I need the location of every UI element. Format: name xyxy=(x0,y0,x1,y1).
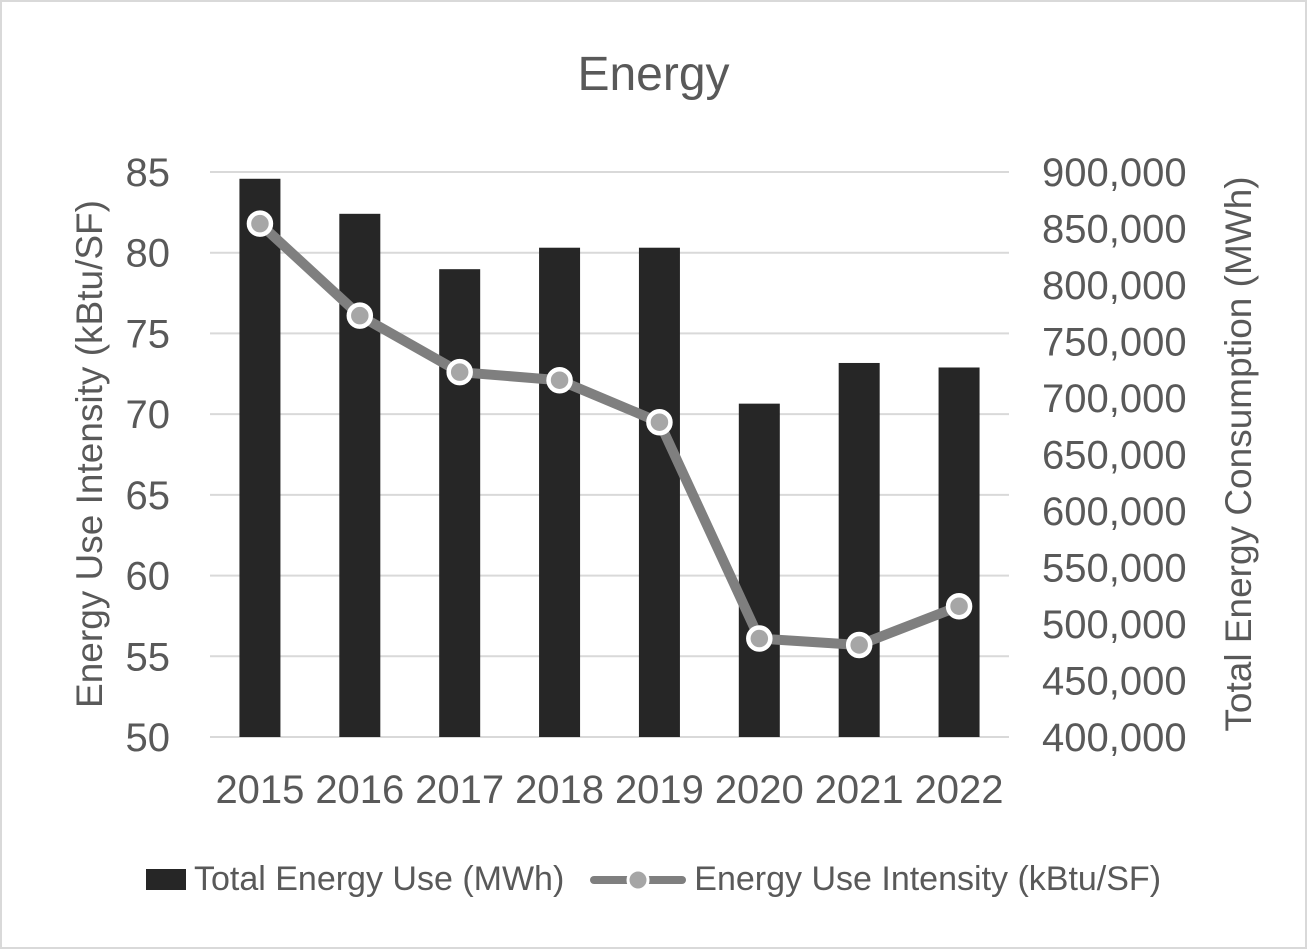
line-marker-2018 xyxy=(546,366,573,394)
x-axis-tick-label: 2022 xyxy=(915,768,1004,812)
left-axis-tick-label: 70 xyxy=(126,393,171,437)
x-axis-tick-label: 2016 xyxy=(315,768,404,812)
eui-line xyxy=(254,218,965,650)
right-axis-tick-label: 600,000 xyxy=(1042,490,1187,534)
legend-item-energy-use-intensity: Energy Use Intensity (kBtu/SF) xyxy=(590,860,1161,899)
right-axis-tick-label: 450,000 xyxy=(1042,660,1187,704)
bar-2022 xyxy=(938,367,980,737)
left-axis-tick-label: 65 xyxy=(126,474,171,518)
bar-2016 xyxy=(339,213,381,737)
left-axis-tick-label: 85 xyxy=(126,151,171,195)
x-axis-tick-label: 2019 xyxy=(615,768,704,812)
x-axis-tick-label: 2018 xyxy=(515,768,604,812)
line-series-swatch-icon xyxy=(590,866,687,894)
x-axis-tick-label: 2015 xyxy=(215,768,304,812)
bar-2021 xyxy=(838,362,880,737)
line-marker-2016 xyxy=(346,302,374,329)
bar-2019 xyxy=(638,247,680,737)
line-marker-2015 xyxy=(246,210,274,237)
x-axis-tick-label: 2021 xyxy=(815,768,904,812)
bar-2020 xyxy=(738,403,780,737)
line-marker-2019 xyxy=(646,408,673,436)
right-axis-tick-label: 900,000 xyxy=(1042,151,1187,195)
left-axis-tick-label: 75 xyxy=(126,312,171,356)
x-axis-tick-label: 2020 xyxy=(715,768,804,812)
right-axis-tick-label: 800,000 xyxy=(1042,264,1187,308)
bar-2017 xyxy=(439,269,481,737)
left-axis-tick-label: 80 xyxy=(126,232,171,276)
left-axis-tick-label: 60 xyxy=(126,555,171,599)
legend-label-total-energy-use: Total Energy Use (MWh) xyxy=(193,860,565,898)
left-axis-tick-label: 50 xyxy=(126,716,171,760)
x-axis-tick-label: 2017 xyxy=(415,768,504,812)
right-axis-tick-label: 750,000 xyxy=(1042,321,1187,365)
right-axis-tick-label: 550,000 xyxy=(1042,547,1187,591)
line-marker-2020 xyxy=(746,625,773,652)
line-marker-2022 xyxy=(945,592,973,620)
line-marker-2021 xyxy=(845,631,873,659)
bar-series-swatch-icon xyxy=(145,869,186,890)
legend: Total Energy Use (MWh) Energy Use Intens… xyxy=(2,860,1305,899)
legend-label-energy-use-intensity: Energy Use Intensity (kBtu/SF) xyxy=(694,860,1162,898)
right-axis-tick-label: 500,000 xyxy=(1042,603,1187,647)
bar-2018 xyxy=(539,247,581,737)
right-axis-tick-label: 700,000 xyxy=(1042,377,1187,421)
left-axis-tick-label: 55 xyxy=(126,635,171,679)
bar-2015 xyxy=(239,178,281,737)
right-axis-tick-label: 400,000 xyxy=(1042,716,1187,760)
legend-item-total-energy-use: Total Energy Use (MWh) xyxy=(145,860,565,899)
right-axis-tick-label: 850,000 xyxy=(1042,208,1187,252)
right-axis-tick-label: 650,000 xyxy=(1042,434,1187,478)
chart-title: Energy xyxy=(577,48,730,101)
line-marker-2017 xyxy=(446,358,473,386)
